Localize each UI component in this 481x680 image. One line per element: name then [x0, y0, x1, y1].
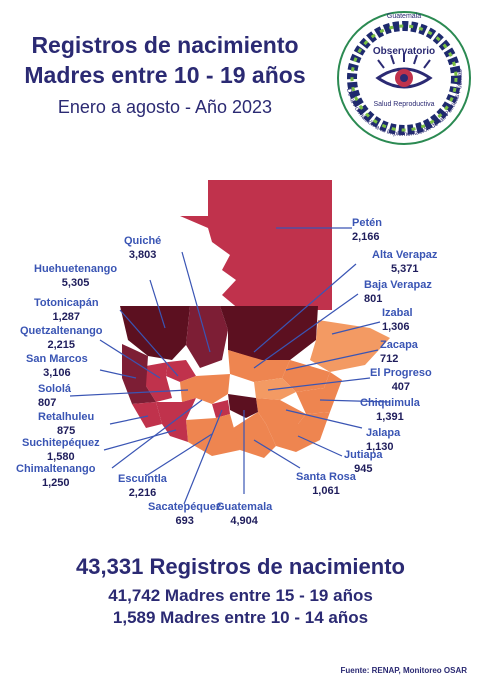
label-alta-verapaz: Alta Verapaz 5,371: [372, 249, 438, 275]
label-el-progreso: El Progreso 407: [370, 367, 432, 393]
label-jalapa: Jalapa 1,130: [366, 427, 401, 453]
label-baja-verapaz: Baja Verapaz 801: [364, 279, 432, 305]
total-value: 43,331: [76, 554, 144, 579]
region-sacatepequez: [212, 400, 230, 418]
region-izabal: [310, 320, 390, 372]
region-retalhuleu: [132, 402, 162, 428]
logo-top-text: Guatemala: [387, 13, 421, 20]
region-escuintla: [186, 414, 240, 456]
page-subtitle: Enero a agosto - Año 2023: [57, 97, 273, 117]
region-peten: [180, 180, 332, 310]
region-guatemala: [228, 394, 258, 418]
page-title-line1: Registros de nacimiento: [31, 32, 299, 58]
region-jalapa: [256, 398, 306, 424]
region-alta-verapaz: [220, 306, 318, 360]
total-10-14: 1,589 Madres entre 10 - 14 años: [112, 608, 369, 627]
source-note: Fuente: RENAP, Monitoreo OSAR: [340, 666, 467, 675]
region-quiche: [186, 306, 228, 368]
label-quetzaltenango: Quetzaltenango 2,215: [20, 325, 103, 351]
region-huehuetenango: [120, 306, 190, 360]
label-chiquimula: Chiquimula 1,391: [360, 397, 420, 423]
label-san-marcos: San Marcos 3,106: [26, 353, 88, 379]
observatorio-logo: De la Formación a la Implementación de l…: [337, 11, 471, 145]
label-izabal: Izabal 1,306: [382, 307, 413, 333]
label-santa-rosa: Santa Rosa 1,061: [296, 471, 356, 497]
label-totonicapan: Totonicapán 1,287: [34, 297, 99, 323]
region-totonicapan: [166, 360, 196, 382]
total-line: 43,331 Registros de nacimiento: [0, 554, 481, 580]
page-title-line2: Madres entre 10 - 19 años: [24, 62, 306, 88]
guatemala-map: [69, 180, 391, 505]
region-jutiapa: [266, 412, 330, 452]
label-chimaltenango: Chimaltenango 1,250: [16, 463, 96, 489]
label-zacapa: Zacapa 712: [380, 339, 418, 365]
label-escuintla: Escuintla 2,216: [118, 473, 167, 499]
label-peten: Petén 2,166: [352, 217, 382, 243]
logo-name: Observatorio: [373, 46, 435, 57]
totals-block: 43,331 Registros de nacimiento 41,742 Ma…: [0, 554, 481, 628]
label-huehuetenango: Huehuetenango 5,305: [34, 263, 118, 289]
leader-lines: [69, 227, 391, 505]
label-guatemala: Guatemala 4,904: [216, 501, 273, 527]
logo-sub: Salud Reproductiva: [373, 101, 434, 108]
label-solola: Sololá 807: [38, 383, 72, 409]
region-solola: [180, 376, 196, 402]
title-block: Registros de nacimiento Madres entre 10 …: [0, 30, 330, 120]
label-jutiapa: Jutiapa 945: [344, 449, 383, 475]
label-suchitepequez: Suchitepéquez 1,580: [22, 437, 100, 463]
region-baja-verapaz: [228, 350, 290, 382]
label-retalhuleu: Retalhuleu 875: [38, 411, 95, 437]
eye-icon: [375, 53, 433, 89]
label-quiche: Quiché 3,803: [124, 235, 162, 261]
label-sacatepequez: Sacatepéquez 693: [148, 501, 222, 527]
total-15-19: 41,742 Madres entre 15 - 19 años: [108, 586, 373, 605]
region-chimaltenango: [196, 374, 230, 404]
total-label: Registros de nacimiento: [149, 554, 405, 579]
